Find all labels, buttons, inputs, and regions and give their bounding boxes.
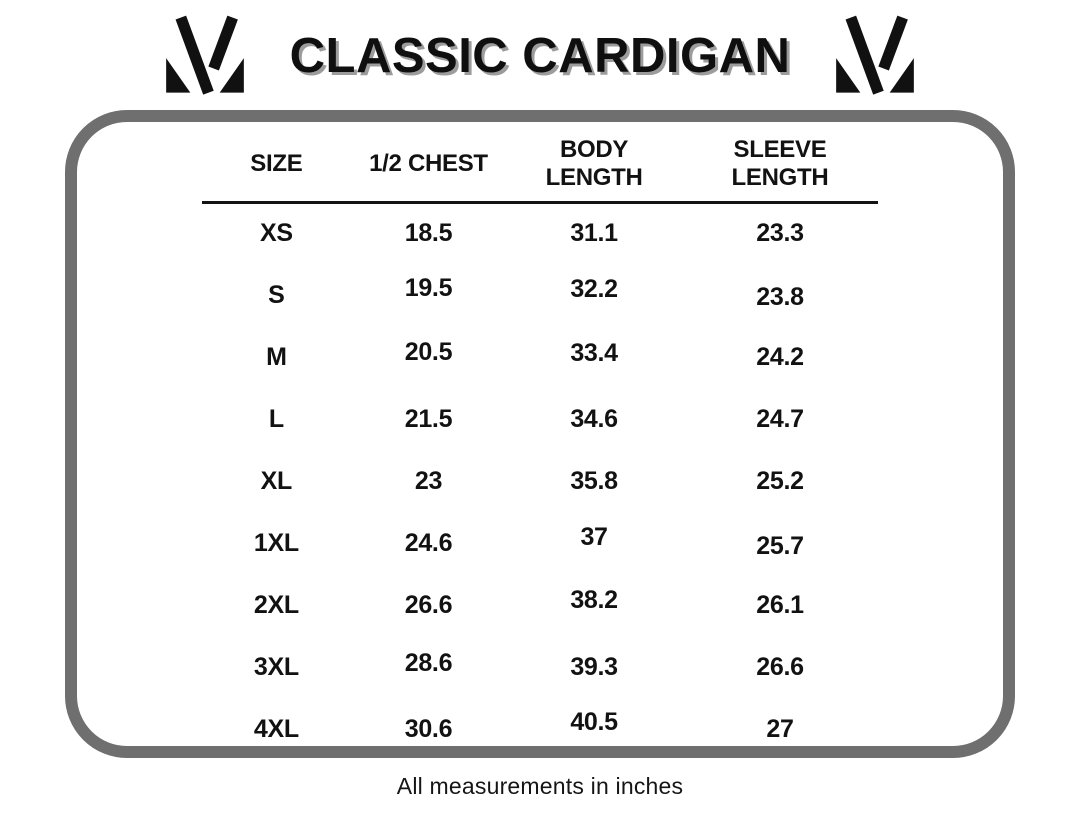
measurement-cell: 19.5 [404,273,453,302]
measurement-cell: 40.5 [570,707,618,736]
size-cell: S [268,280,285,309]
measurement-cell: 30.6 [404,714,453,743]
column-header-size: SIZE [202,132,351,204]
measurement-cell: 27 [766,714,794,743]
column-header-sleeve-length: SLEEVE LENGTH [681,132,878,204]
measurement-cell: 32.2 [570,274,618,303]
table-header-row: SIZE 1/2 CHEST BODY LENGTH SLEEVE LENGTH [202,132,878,204]
measurement-cell: 23.8 [756,282,804,311]
measurement-cell: 35.8 [570,466,618,495]
measurement-cell: 25.2 [756,466,804,495]
measurement-cell: 24.7 [756,404,804,433]
measurement-cell: 34.6 [570,404,618,433]
measurement-cell: 25.7 [756,531,804,560]
table-row: XS 18.5 31.1 23.3 [202,202,878,264]
measurement-cell: 37 [580,522,608,551]
size-cell: L [268,404,284,433]
size-chart-table: SIZE 1/2 CHEST BODY LENGTH SLEEVE LENGTH… [202,132,878,760]
measurement-cell: 39.3 [570,652,618,681]
table-row: 2XL 26.6 38.2 26.1 [202,574,878,636]
units-footnote: All measurements in inches [396,773,684,799]
table-row: 4XL 30.6 40.5 27 [202,698,878,760]
table-row: XL 23 35.8 25.2 [202,450,878,512]
size-chart-page: CLASSIC CARDIGAN SIZE 1/2 CHEST BODY LEN… [0,0,1080,799]
table-row: 3XL 28.6 39.3 26.6 [202,636,878,698]
size-cell: 2XL [253,590,299,619]
measurement-cell: 23.3 [756,219,804,248]
size-cell: XS [259,219,293,248]
m-monogram-icon [836,15,915,95]
measurement-cell: 18.5 [404,219,453,248]
measurement-cell: 21.5 [404,404,453,433]
column-header-body-length: BODY LENGTH [506,132,682,204]
measurement-cell: 23 [414,466,443,495]
size-cell: 4XL [253,714,299,743]
column-header-half-chest: 1/2 CHEST [350,132,507,204]
measurement-cell: 24.6 [404,528,453,557]
measurement-cell: 38.2 [570,585,618,614]
measurement-cell: 26.6 [756,652,804,681]
measurement-cell: 28.6 [404,648,453,677]
measurement-cell: 26.1 [756,590,804,619]
measurement-cell: 24.2 [756,342,804,371]
table-row: L 21.5 34.6 24.7 [202,388,878,450]
table-row: S 19.5 32.2 23.8 [202,264,878,326]
size-cell: 1XL [253,528,299,557]
table-row: M 20.5 33.4 24.2 [202,326,878,388]
size-chart-frame: SIZE 1/2 CHEST BODY LENGTH SLEEVE LENGTH… [65,110,1015,758]
measurement-cell: 20.5 [404,337,453,366]
measurement-cell: 33.4 [570,338,618,367]
header: CLASSIC CARDIGAN [0,0,1080,104]
measurement-cell: 31.1 [570,219,618,248]
measurement-cell: 26.6 [404,590,453,619]
m-monogram-icon [165,15,244,95]
page-title: CLASSIC CARDIGAN [289,29,791,83]
size-cell: 3XL [253,652,299,681]
size-cell: XL [260,466,293,495]
table-row: 1XL 24.6 37 25.7 [202,512,878,574]
size-cell: M [266,342,287,371]
